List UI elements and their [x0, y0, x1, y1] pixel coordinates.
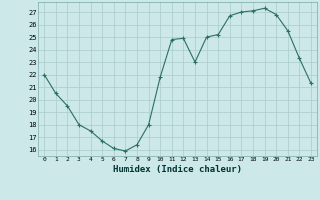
X-axis label: Humidex (Indice chaleur): Humidex (Indice chaleur)	[113, 165, 242, 174]
